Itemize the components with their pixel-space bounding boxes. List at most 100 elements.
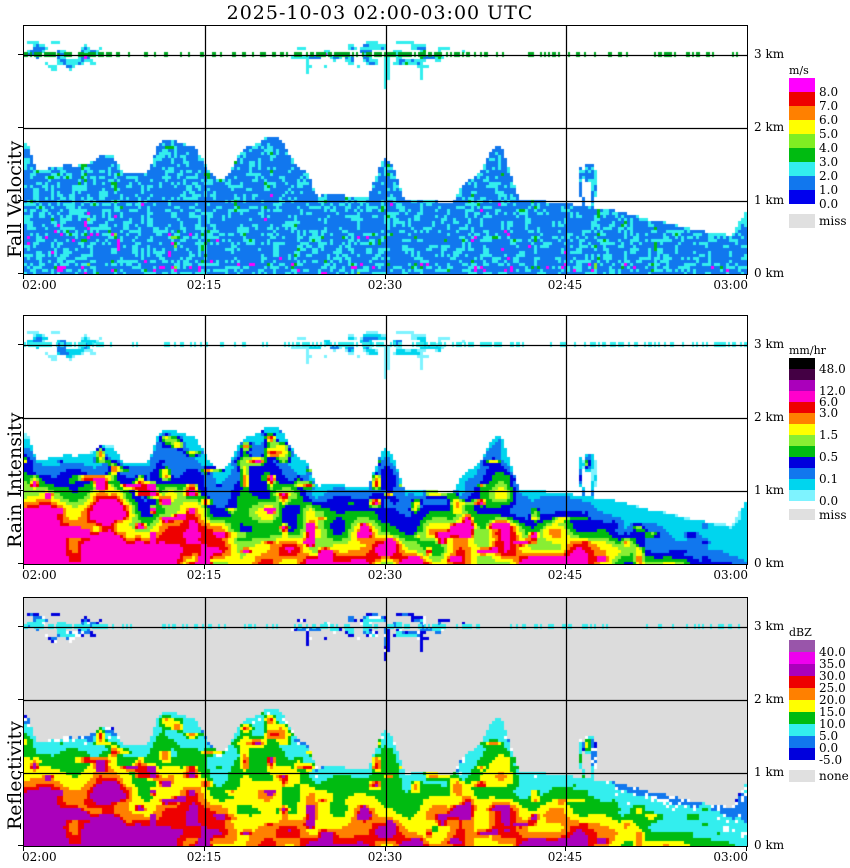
colorbar-tick-label: 5.0	[819, 127, 839, 141]
gridline-horizontal	[24, 773, 747, 774]
x-axis-tick	[204, 275, 205, 279]
colorbar-units-reflectivity: dBZ	[789, 626, 812, 639]
x-axis-tick	[23, 275, 24, 279]
gridline-vertical	[205, 598, 206, 846]
plot-area-fall-velocity[interactable]	[23, 25, 748, 275]
y-axis-tick	[18, 344, 23, 345]
gridline-vertical	[386, 598, 387, 846]
colorbar-swatch	[789, 724, 815, 736]
gridline-vertical	[205, 316, 206, 564]
colorbar-tick-label: 20.0	[819, 693, 846, 707]
colorbar-swatch	[789, 134, 815, 148]
colorbar-missing-label: miss	[819, 214, 847, 228]
x-axis-tick	[565, 275, 566, 279]
colorbar-swatch	[789, 413, 815, 424]
x-axis-tick	[23, 565, 24, 569]
x-axis-tick	[565, 565, 566, 569]
x-axis-label: 02:30	[367, 278, 403, 292]
colorbar-tick-label: 0.5	[819, 450, 839, 464]
gridline-vertical	[386, 316, 387, 564]
colorbar-tick-label: 8.0	[819, 85, 839, 99]
y-axis-tick	[18, 626, 23, 627]
colorbar-swatch	[789, 391, 815, 402]
colorbar-tick-label: -5.0	[819, 753, 843, 767]
colorbar-swatch	[789, 652, 815, 664]
colorbar-swatch	[789, 380, 815, 391]
gridline-horizontal	[24, 418, 747, 419]
colorbar-swatch	[789, 700, 815, 712]
colorbar-tick-label: 35.0	[819, 657, 846, 671]
gridline-horizontal	[24, 128, 747, 129]
gridline-vertical	[205, 26, 206, 274]
colorbar-swatch	[789, 358, 815, 369]
colorbar-missing-swatch	[789, 770, 815, 782]
y-axis-tick	[18, 127, 23, 128]
colorbar-tick-label: 3.0	[819, 155, 839, 169]
y-axis-tick	[18, 845, 23, 846]
x-axis-label: 02:00	[22, 568, 57, 582]
x-axis-label: 02:45	[547, 850, 583, 864]
y-axis-tick	[18, 772, 23, 773]
plot-area-rain-intensity[interactable]	[23, 315, 748, 565]
x-axis-label: 02:15	[186, 278, 222, 292]
panel-reflectivity: Reflectivity dBZ 40.0 35.0 30.0 25.0 20.0 15.…	[0, 572, 850, 868]
y-axis-label: 3 km	[754, 47, 785, 61]
colorbar-swatch	[789, 369, 815, 380]
colorbar-swatch	[789, 78, 815, 92]
colorbar-swatch	[789, 176, 815, 190]
colorbar-tick-label: 15.0	[819, 705, 846, 719]
colorbar-tick-label: 40.0	[819, 645, 846, 659]
colorbar-units-fall-velocity: m/s	[789, 64, 809, 77]
colorbar-swatch	[789, 640, 815, 652]
y-axis-label: 3 km	[754, 337, 785, 351]
y-axis-tick	[18, 273, 23, 274]
y-axis-label: 0 km	[754, 266, 785, 280]
colorbar-swatch	[789, 120, 815, 134]
y-axis-label: 0 km	[754, 838, 785, 852]
x-axis-label: 02:15	[186, 568, 222, 582]
y-axis-label: 2 km	[754, 410, 785, 424]
colorbar-swatch	[789, 688, 815, 700]
gridline-vertical	[386, 26, 387, 274]
x-axis-tick	[385, 847, 386, 851]
gridline-horizontal	[24, 55, 747, 56]
gridline-horizontal	[24, 201, 747, 202]
colorbar-tick-label: 0.0	[819, 197, 839, 211]
colorbar-swatch	[789, 676, 815, 688]
gridline-vertical	[566, 26, 567, 274]
y-axis-label: 0 km	[754, 556, 785, 570]
x-axis-label: 02:45	[547, 278, 583, 292]
colorbar-swatch	[789, 162, 815, 176]
colorbar-swatch	[789, 106, 815, 120]
colorbar-units-rain-intensity: mm/hr	[789, 344, 826, 357]
colorbar-swatch	[789, 748, 815, 760]
colorbar-swatch	[789, 446, 815, 457]
colorbar-tick-label: 4.0	[819, 141, 839, 155]
colorbar-swatch	[789, 402, 815, 413]
colorbar-tick-label: 1.0	[819, 183, 839, 197]
x-axis-label: 03:00	[713, 568, 748, 582]
y-axis-label: 1 km	[754, 765, 785, 779]
x-axis-tick	[746, 275, 747, 279]
x-axis-label: 02:00	[22, 278, 57, 292]
panel-rain-intensity: Rain Intensity mm/hr 48.0 12.0 6.0 3.0 1.5 0.…	[0, 290, 850, 586]
x-axis-tick	[385, 275, 386, 279]
gridline-horizontal	[24, 627, 747, 628]
x-axis-tick	[23, 847, 24, 851]
colorbar-tick-label: 3.0	[819, 406, 839, 420]
plot-area-reflectivity[interactable]	[23, 597, 748, 847]
x-axis-label: 02:30	[367, 568, 403, 582]
colorbar-swatch	[789, 736, 815, 748]
colorbar-tick-label: 0.1	[819, 472, 839, 486]
x-axis-tick	[204, 847, 205, 851]
colorbar-tick-label: 1.5	[819, 428, 839, 442]
colorbar-swatch	[789, 479, 815, 490]
colorbar-missing-swatch	[789, 214, 815, 228]
colorbar-tick-label: 6.0	[819, 395, 839, 409]
y-axis-tick	[18, 490, 23, 491]
colorbar-rain-intensity: mm/hr 48.0 12.0 6.0 3.0 1.5 0.5 0.1 0.0 miss	[789, 344, 849, 522]
y-axis-tick	[18, 54, 23, 55]
y-axis-tick	[18, 200, 23, 201]
y-axis-tick	[18, 417, 23, 418]
x-axis-tick	[204, 565, 205, 569]
